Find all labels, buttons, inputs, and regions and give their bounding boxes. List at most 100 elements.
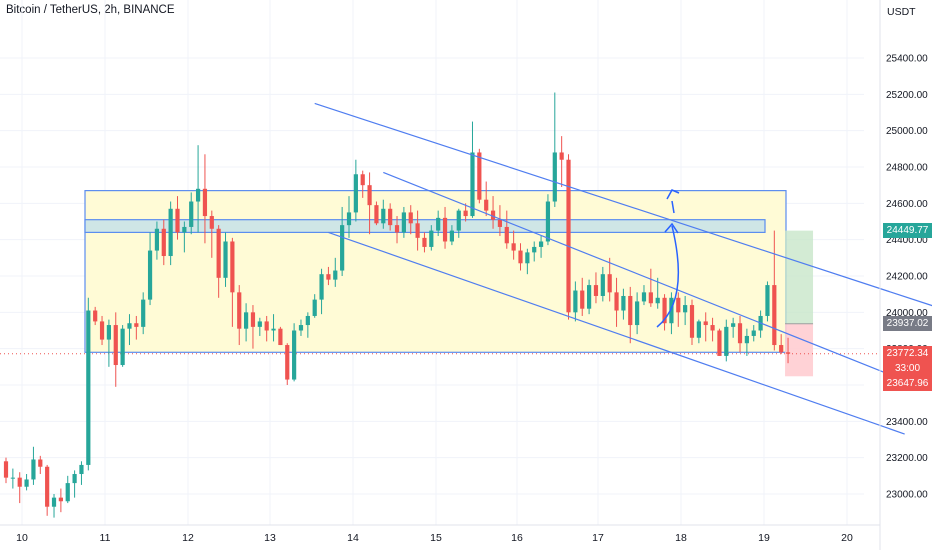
candle-up xyxy=(24,479,29,487)
candle-up xyxy=(436,217,441,231)
candle-up xyxy=(525,252,530,264)
time-axis-label: 12 xyxy=(182,532,194,544)
price-axis-label: 24000.00 xyxy=(886,308,928,319)
candle-up xyxy=(641,292,647,302)
candle-down xyxy=(93,310,98,322)
candle-up xyxy=(51,497,57,507)
candle-down xyxy=(772,285,777,346)
candle-down xyxy=(388,208,393,226)
candle-down xyxy=(779,345,784,353)
candle-down xyxy=(3,461,9,478)
candle-down xyxy=(559,152,564,160)
candle-up xyxy=(353,174,358,213)
candle-up xyxy=(79,464,84,475)
time-axis-label: 10 xyxy=(16,532,28,544)
candle-down xyxy=(38,459,43,467)
candle-up xyxy=(106,325,111,340)
candle-down xyxy=(566,159,571,313)
time-axis-label: 20 xyxy=(841,532,853,544)
price-axis-label: 23000.00 xyxy=(886,490,928,501)
candle-up xyxy=(696,321,701,338)
candle-up xyxy=(298,325,304,331)
long-position-stop-zone xyxy=(785,323,814,377)
candle-down xyxy=(463,210,468,217)
candle-down xyxy=(648,292,653,304)
candle-up xyxy=(401,212,406,233)
stop-price-badge: 23647.96 xyxy=(883,376,932,392)
projection-arrow-dash xyxy=(671,200,675,214)
candle-down xyxy=(264,321,269,331)
candle-down xyxy=(614,292,619,311)
candle-up xyxy=(635,301,640,326)
candle-up xyxy=(429,230,434,247)
candle-down xyxy=(237,292,242,329)
candle-down xyxy=(285,345,290,380)
candle-down xyxy=(717,330,722,356)
candle-up xyxy=(168,208,173,257)
price-axis-label: 24400.00 xyxy=(886,235,928,246)
candle-up xyxy=(223,241,228,278)
candle-down xyxy=(58,497,63,502)
candle-down xyxy=(394,225,400,233)
candle-up xyxy=(120,328,125,366)
price-axis-label: 24200.00 xyxy=(886,272,928,283)
candle-up xyxy=(346,212,352,226)
candle-down xyxy=(367,185,372,206)
candle-countdown-badge: 33:00 xyxy=(883,361,932,377)
price-axis-label: 24800.00 xyxy=(886,163,928,174)
chart-title[interactable]: Bitcoin / TetherUS, 2h, BINANCE xyxy=(6,4,175,16)
candle-down xyxy=(580,290,585,309)
candle-up xyxy=(621,295,626,311)
candle-down xyxy=(216,228,221,278)
time-axis-label: 18 xyxy=(675,532,687,544)
candle-down xyxy=(374,205,379,224)
channel-mid-line xyxy=(383,171,885,373)
entry-price-badge: 23937.02 xyxy=(883,316,932,332)
time-axis-label: 11 xyxy=(100,532,111,544)
candle-down xyxy=(710,325,715,331)
drawing-background-layer xyxy=(0,190,880,377)
candle-up xyxy=(195,188,201,202)
candle-up xyxy=(31,459,36,480)
candle-up xyxy=(724,326,729,356)
candle-up xyxy=(10,477,15,479)
candle-down xyxy=(662,297,667,324)
projection-arrow xyxy=(656,225,680,328)
candle-down xyxy=(737,323,743,344)
time-axis-label: 19 xyxy=(758,532,770,544)
candle-up xyxy=(669,297,674,324)
candle-down xyxy=(17,477,22,487)
candle-up xyxy=(312,299,317,316)
price-axis-label: 25400.00 xyxy=(886,54,928,65)
candle-up xyxy=(141,299,146,327)
candle-up xyxy=(600,274,605,296)
candle-down xyxy=(511,243,516,251)
candle-down xyxy=(360,174,365,186)
price-axis-label: 23400.00 xyxy=(886,417,928,428)
candle-down xyxy=(230,241,235,293)
candle-up xyxy=(456,210,461,231)
candle-down xyxy=(442,217,448,242)
candle-up xyxy=(744,335,749,344)
candle-down xyxy=(209,216,214,229)
candle-up xyxy=(271,328,276,331)
long-position-target-zone xyxy=(785,230,814,324)
last-price-badge: 23772.34 xyxy=(883,346,932,362)
channel-upper-line xyxy=(314,102,932,307)
channel-lower-line xyxy=(328,231,905,435)
candle-down xyxy=(593,285,599,296)
candle-down xyxy=(477,152,482,200)
range-box xyxy=(84,190,787,353)
candle-up xyxy=(189,201,194,227)
candle-down xyxy=(99,321,105,340)
candle-down xyxy=(703,321,708,326)
time-axis-label: 16 xyxy=(511,532,523,544)
candle-down xyxy=(628,295,633,326)
candle-up xyxy=(470,152,475,217)
candle-up xyxy=(573,290,578,313)
candle-down xyxy=(250,312,256,327)
candle-up xyxy=(244,312,249,329)
projection-arrow-head xyxy=(664,222,679,234)
candle-down xyxy=(504,226,509,244)
